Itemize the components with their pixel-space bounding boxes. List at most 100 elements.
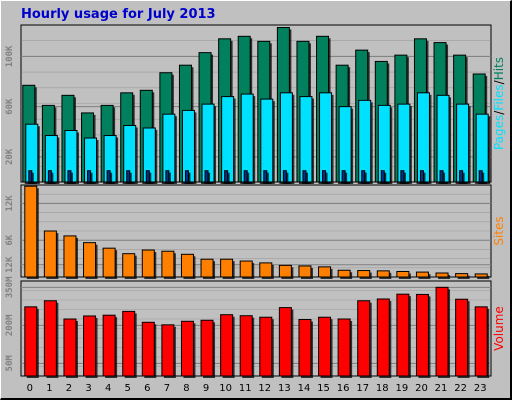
volume-bar-body [220,314,234,377]
pages-bar [478,170,485,184]
volume-bar [415,293,431,378]
pages-bar [28,170,34,184]
panel-top-legend-item: Pages [492,115,506,150]
sites-bar-body [318,266,332,278]
sites-bar [474,273,490,279]
pages-bar-body [419,170,424,183]
files-bar [279,92,295,184]
files-bar [240,93,256,184]
pages-bar [224,170,230,184]
sites-bar-body [337,269,351,278]
panel-bottom-legend-item: Volume [492,306,506,351]
volume-bar-body [396,293,410,377]
pages-bar-body [263,170,268,183]
panel-middle: 12K 6K 12K Sites [5,184,506,278]
x-axis-label: 15 [317,383,330,394]
panel-middle-ytick-label: 6K [5,234,15,245]
x-axis-label: 12 [258,383,271,394]
files-bar [397,103,412,184]
pages-bar-body [106,170,111,183]
volume-bar [43,300,59,378]
volume-bar [102,314,118,378]
x-axis-label: 2 [66,383,72,394]
sites-bar-body [141,249,155,278]
volume-bar-body [376,298,390,377]
pages-bar-body [28,170,33,183]
pages-bar [459,170,465,184]
sites-bar [435,272,451,279]
volume-bar [161,324,176,378]
sites-bar-body [122,253,136,278]
pages-bar-body [302,170,307,183]
x-axis-label: 11 [239,383,252,394]
sites-bar-body [63,235,77,278]
sites-bar-body [220,258,234,278]
files-bar [475,113,491,184]
files-bar [221,96,236,184]
sites-bar [259,262,274,279]
pages-bar-body [282,170,287,183]
sites-bar-body [474,273,488,278]
volume-bar [200,319,216,378]
volume-bar-body [337,318,351,377]
sites-bar [102,247,118,279]
pages-bar [106,170,113,184]
sites-bar [357,270,372,279]
panel-top-ytick-label: 20K [5,148,15,165]
x-axis-label: 0 [27,383,33,394]
volume-bar [122,310,137,378]
volume-bar-body [24,306,38,377]
pages-bar [165,170,171,184]
volume-bar [455,298,470,378]
sites-bar-body [415,271,429,278]
sites-bar [161,250,176,279]
pages-bar-body [204,170,209,183]
pages-bar-body [341,170,346,183]
pages-bar [439,170,446,184]
panel-bottom: 50M 200M 350M Volume [5,276,506,377]
panel-middle-ytick-label: 12K [5,256,15,273]
x-axis-label: 14 [298,383,311,394]
x-axis-label: 4 [105,383,111,394]
files-bar-body [358,99,372,183]
panel-bottom-ytick-label: 350M [5,276,15,298]
volume-bar [259,316,274,378]
sites-bar-body [83,242,97,278]
x-axis-label: 8 [183,383,189,394]
pages-bar-body [478,170,483,183]
x-axis-label: 20 [415,383,428,394]
panel-top-legend-item: / [492,110,506,115]
volume-bar [278,307,294,378]
x-axis-label: 9 [203,383,209,394]
files-bar-body [436,94,450,183]
panel-middle-legend-item: Sites [492,216,506,245]
sites-bar [455,273,470,279]
files-bar [260,98,275,184]
files-bar [181,109,197,184]
volume-bar [24,306,39,378]
volume-bar-body [455,298,469,377]
volume-bar [318,316,333,378]
pages-bar-body [322,170,327,183]
pages-bar [419,170,426,184]
volume-bar [63,318,78,378]
x-axis-label: 22 [454,383,467,394]
x-axis-label: 13 [278,383,291,394]
files-bar-body [240,93,254,183]
panel-top-legend-item: Hits [492,57,506,80]
panel-top-legend-item: / [492,79,506,84]
pages-bar-body [145,170,150,183]
volume-bar-body [415,293,429,377]
volume-bar-body [435,286,449,377]
sites-bar-body [43,230,57,278]
files-bar-body [221,96,235,183]
files-bar [436,94,452,184]
sites-bar-body [180,253,194,278]
panel-bottom-legend: Volume [492,306,506,351]
pages-bar-body [361,170,366,183]
x-axis-label: 7 [164,383,170,394]
volume-bar [435,286,451,378]
x-axis-label: 18 [376,383,389,394]
volume-bar-body [83,315,97,377]
